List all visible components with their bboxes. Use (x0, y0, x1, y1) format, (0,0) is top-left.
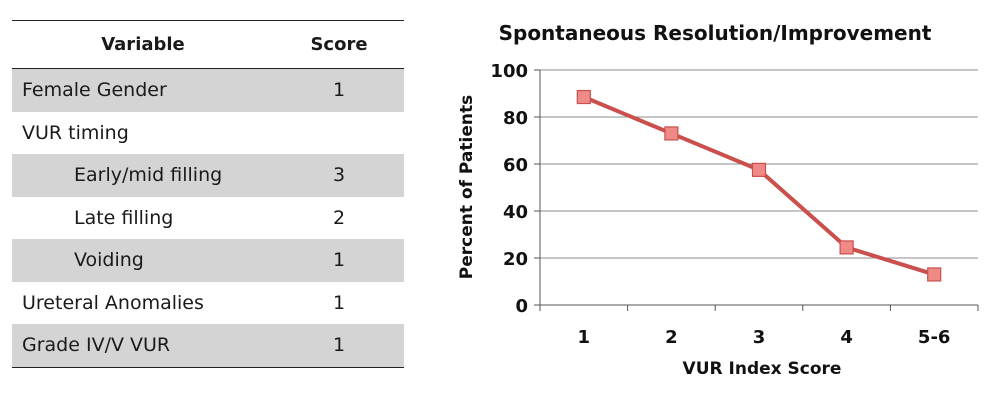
table-cell-variable: Grade IV/V VUR (22, 334, 171, 357)
table-body: Female Gender 1 VUR timing Early/mid fillin… (12, 69, 404, 367)
y-tick-label: 0 (515, 296, 528, 317)
chart-title: Spontaneous Resolution/Improvement (499, 21, 932, 45)
table-row: Grade IV/V VUR 1 (12, 324, 404, 367)
table-cell-variable: VUR timing (22, 121, 129, 144)
x-tick-label: 2 (665, 327, 678, 348)
y-tick-label: 20 (503, 249, 528, 270)
table-cell-variable: Female Gender (22, 79, 167, 102)
x-tick-label: 3 (753, 327, 766, 348)
table-row: Ureteral Anomalies 1 (12, 282, 404, 325)
data-point-marker (927, 267, 942, 282)
table-row: VUR timing (12, 112, 404, 155)
x-tick-label: 4 (840, 327, 853, 348)
x-axis-label: VUR Index Score (683, 359, 842, 379)
line-chart: Spontaneous Resolution/Improvement 0 20 40… (457, 21, 979, 379)
x-tick-label: 1 (578, 327, 591, 348)
table-row: Late filling 2 (12, 197, 404, 240)
table-top-rule (12, 20, 404, 21)
axes (534, 69, 979, 311)
series-layer (576, 89, 942, 282)
table-row: Early/mid filling 3 (12, 154, 404, 197)
data-point-marker (576, 89, 591, 105)
y-tick-label: 80 (503, 108, 528, 129)
table-row: Voiding 1 (12, 239, 404, 282)
y-axis-label: Percent of Patients (457, 95, 477, 279)
table-cell-variable: Ureteral Anomalies (22, 291, 204, 314)
table-cell-score: 1 (332, 334, 346, 357)
data-point-marker (664, 126, 679, 141)
y-tick-label: 100 (490, 61, 528, 82)
table-cell-score: 1 (332, 79, 346, 102)
data-point-marker (839, 240, 854, 255)
table-header-row: Variable Score (12, 21, 404, 69)
tick-labels: 0 20 40 60 80 100 1 2 3 4 5-6 (490, 61, 950, 348)
table-cell-score: 3 (332, 164, 346, 187)
table-cell-score: 1 (332, 249, 346, 272)
table-cell-variable: Early/mid filling (74, 164, 223, 187)
table-cell-variable: Voiding (74, 249, 144, 272)
x-tick-label: 5-6 (918, 327, 951, 348)
table-row: Female Gender 1 (12, 69, 404, 112)
y-tick-label: 60 (503, 155, 528, 176)
table-cell-score: 2 (332, 206, 346, 229)
grid-lines (540, 69, 978, 259)
table-cell-variable: Late filling (74, 206, 174, 229)
score-table: Variable Score Female Gender 1 VUR timing E… (12, 20, 404, 368)
series-line (583, 95, 935, 277)
y-tick-label: 40 (503, 202, 528, 223)
table-bottom-rule (12, 366, 404, 368)
header-score: Score (310, 34, 368, 55)
header-variable: Variable (101, 34, 185, 55)
data-point-marker (751, 162, 767, 177)
table-cell-score: 1 (332, 291, 346, 314)
